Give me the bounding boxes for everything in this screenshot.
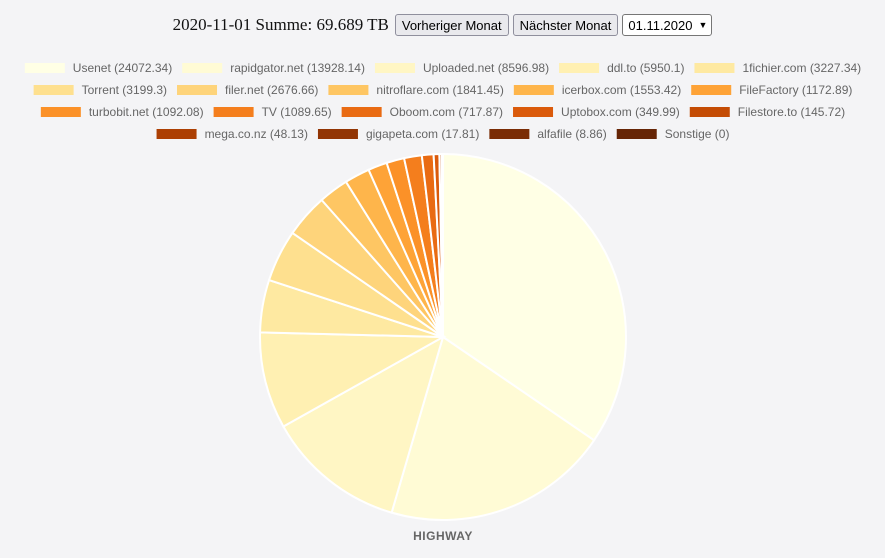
legend-item[interactable]: Sonstige (0) (616, 127, 730, 141)
legend-label: filer.net (2676.66) (225, 83, 318, 97)
chart-legend: Usenet (24072.34) rapidgator.net (13928.1… (24, 61, 861, 141)
legend-label: Sonstige (0) (665, 127, 730, 141)
legend-swatch (182, 63, 223, 73)
legend-swatch (328, 85, 369, 95)
x-axis-label: HIGHWAY (413, 529, 473, 543)
month-select-value: 01.11.2020 (628, 17, 693, 33)
legend-swatch (694, 63, 735, 73)
legend-label: alfafile (8.86) (537, 127, 606, 141)
legend-label: turbobit.net (1092.08) (89, 105, 204, 119)
legend-label: 1fichier.com (3227.34) (742, 61, 861, 75)
pie-slice[interactable] (282, 334, 445, 514)
legend-item[interactable]: rapidgator.net (13928.14) (182, 61, 365, 75)
legend-swatch (513, 85, 554, 95)
pie-slice[interactable] (390, 335, 596, 521)
pie-slice[interactable] (442, 152, 627, 442)
legend-swatch (374, 63, 415, 73)
legend-item[interactable]: Torrent (3199.3) (33, 83, 167, 97)
legend-label: nitroflare.com (1841.45) (376, 83, 503, 97)
next-month-button[interactable]: Nächster Monat (512, 14, 619, 36)
legend-label: TV (1089.65) (262, 105, 332, 119)
legend-label: icerbox.com (1553.42) (562, 83, 681, 97)
legend-swatch (689, 107, 730, 117)
legend-item[interactable]: icerbox.com (1553.42) (513, 83, 681, 97)
legend-item[interactable]: gigapeta.com (17.81) (317, 127, 479, 141)
legend-swatch (341, 107, 382, 117)
legend-item[interactable]: nitroflare.com (1841.45) (328, 83, 504, 97)
legend-item[interactable]: 1fichier.com (3227.34) (694, 61, 861, 75)
legend-swatch (177, 85, 218, 95)
legend-swatch (513, 107, 554, 117)
legend-label: Usenet (24072.34) (73, 61, 172, 75)
legend-item[interactable]: FileFactory (1172.89) (691, 83, 852, 97)
legend-label: Uptobox.com (349.99) (561, 105, 680, 119)
legend-label: Oboom.com (717.87) (390, 105, 503, 119)
legend-swatch (24, 63, 65, 73)
legend-item[interactable]: Uploaded.net (8596.98) (374, 61, 549, 75)
legend-label: mega.co.nz (48.13) (205, 127, 308, 141)
legend-swatch (213, 107, 254, 117)
legend-label: Uploaded.net (8596.98) (423, 61, 549, 75)
legend-swatch (489, 129, 530, 139)
legend-swatch (317, 129, 358, 139)
legend-item[interactable]: Usenet (24072.34) (24, 61, 172, 75)
legend-item[interactable]: ddl.to (5950.1) (559, 61, 684, 75)
legend-label: Filestore.to (145.72) (738, 105, 845, 119)
legend-item[interactable]: Filestore.to (145.72) (689, 105, 845, 119)
legend-item[interactable]: Oboom.com (717.87) (341, 105, 503, 119)
legend-swatch (559, 63, 600, 73)
legend-item[interactable]: alfafile (8.86) (489, 127, 607, 141)
legend-item[interactable]: TV (1089.65) (213, 105, 332, 119)
legend-label: ddl.to (5950.1) (607, 61, 684, 75)
legend-label: Torrent (3199.3) (82, 83, 167, 97)
legend-item[interactable]: Uptobox.com (349.99) (513, 105, 680, 119)
legend-label: FileFactory (1172.89) (739, 83, 852, 97)
legend-item[interactable]: mega.co.nz (48.13) (156, 127, 308, 141)
pie-slice[interactable] (259, 331, 447, 428)
legend-swatch (156, 129, 197, 139)
legend-item[interactable]: turbobit.net (1092.08) (40, 105, 204, 119)
legend-item[interactable]: filer.net (2676.66) (177, 83, 318, 97)
legend-swatch (40, 107, 81, 117)
chevron-down-icon: ▼ (698, 20, 708, 30)
legend-swatch (33, 85, 74, 95)
legend-label: rapidgator.net (13928.14) (230, 61, 365, 75)
page-title: 2020-11-01 Summe: 69.689 TB (172, 15, 389, 34)
legend-label: gigapeta.com (17.81) (366, 127, 479, 141)
legend-swatch (691, 85, 732, 95)
pie-slices (259, 152, 627, 521)
header-bar: 2020-11-01 Summe: 69.689 TB Vorheriger M… (0, 14, 885, 36)
month-select[interactable]: 01.11.2020 ▼ (622, 14, 713, 36)
previous-month-button[interactable]: Vorheriger Monat (394, 14, 509, 36)
legend-swatch (616, 129, 657, 139)
